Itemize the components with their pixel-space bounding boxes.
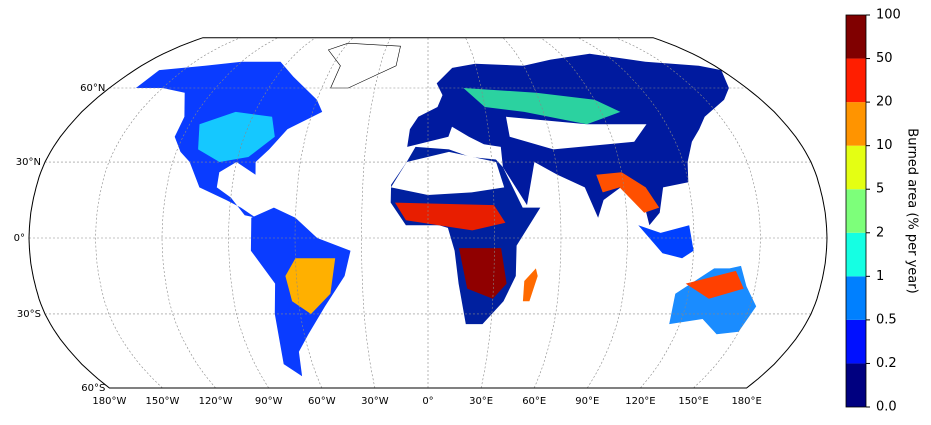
- colorbar-tick-label: 0.2: [876, 356, 897, 371]
- map-outline: [28, 37, 828, 389]
- land: [135, 42, 757, 377]
- longitude-label: 180°E: [731, 396, 761, 407]
- colorbar-bin: [846, 102, 866, 146]
- longitude-label: 60°W: [308, 396, 336, 407]
- colorbar-bin: [846, 363, 866, 407]
- colorbar-tick-label: 0.0: [876, 400, 897, 415]
- latitude-label: 60°S: [81, 383, 105, 394]
- madagascar: [522, 268, 538, 302]
- colorbar-tick-label: 1: [876, 269, 884, 284]
- longitude-label: 0°: [422, 396, 433, 407]
- sahara: [391, 151, 505, 195]
- longitude-line: [95, 37, 241, 389]
- colorbar-tick-label: 10: [876, 138, 893, 153]
- indonesia: [638, 225, 694, 259]
- colorbar-tick-label: 100: [876, 8, 901, 23]
- longitude-line: [161, 37, 279, 389]
- colorbar-tick-label: 50: [876, 51, 893, 66]
- longitude-line: [465, 37, 495, 389]
- longitude-line: [361, 37, 391, 389]
- south-asia: [596, 172, 660, 213]
- colorbar-tick-label: 2: [876, 225, 884, 240]
- greenland: [327, 42, 401, 89]
- longitude-line: [577, 37, 695, 389]
- colorbar-frame: [845, 14, 867, 408]
- colorbar-bin: [846, 58, 866, 103]
- colorbar-bin: [846, 232, 866, 277]
- colorbar-bin: [846, 15, 866, 59]
- latitude-label: 30°N: [16, 157, 41, 168]
- longitude-label: 30°W: [361, 396, 389, 407]
- colorbar-label: Burned area (% per year): [905, 128, 920, 293]
- deserts-asia: [506, 116, 647, 150]
- colorbar-bin: [846, 189, 866, 233]
- longitude-label: 180°W: [92, 396, 126, 407]
- sahel: [395, 202, 506, 231]
- longitude-label: 120°E: [625, 396, 655, 407]
- longitude-label: 60°E: [522, 396, 546, 407]
- colorbar-bin: [846, 145, 866, 190]
- steppe: [463, 88, 621, 125]
- north-australia: [685, 270, 744, 299]
- longitude-label: 150°E: [678, 396, 708, 407]
- southern-africa: [459, 248, 507, 299]
- longitude-label: 90°W: [255, 396, 283, 407]
- latitude-label: 0°: [14, 233, 25, 244]
- longitude-line: [615, 37, 761, 389]
- latitude-label: 30°S: [17, 309, 41, 320]
- sa-savanna: [285, 258, 336, 314]
- colorbar: 0.0 0.2 0.5 1 2 5 10 20 50 100 Burned area (% per …: [845, 8, 920, 415]
- longitude-label: 30°E: [469, 396, 493, 407]
- colorbar-bin: [846, 319, 866, 364]
- colorbar-tick-label: 20: [876, 95, 893, 110]
- colorbar-tick-label: 0.5: [876, 312, 897, 327]
- na-interior: [198, 111, 275, 162]
- longitude-label: 120°W: [199, 396, 233, 407]
- australia: [669, 265, 757, 335]
- axis-labels: 60°N 30°N 0° 30°S 60°S 180°W 150°W 120°W 90°W 60°…: [14, 83, 762, 407]
- colorbar-bin: [846, 276, 866, 320]
- longitude-label: 150°W: [145, 396, 179, 407]
- colorbar-tick-label: 5: [876, 182, 884, 197]
- longitude-label: 90°E: [575, 396, 599, 407]
- latitude-label: 60°N: [80, 83, 105, 94]
